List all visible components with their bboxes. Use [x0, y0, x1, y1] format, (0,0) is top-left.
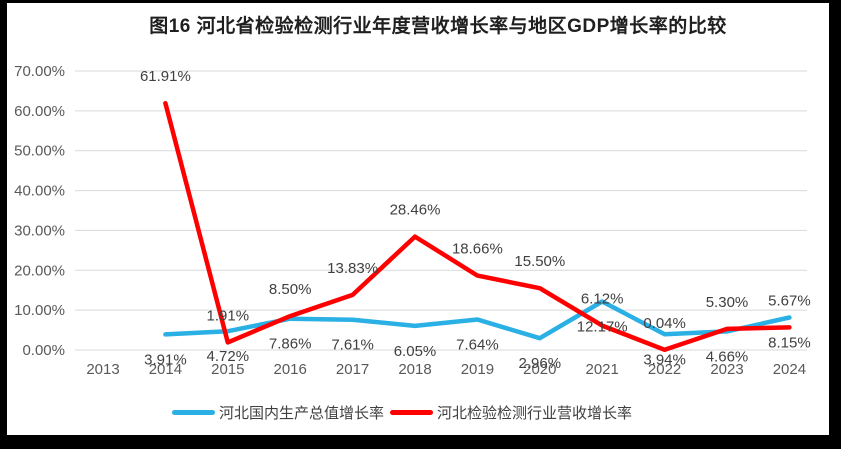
x-axis-tick-label: 2023 [710, 361, 743, 378]
revenue-growth-data-label: 18.66% [452, 241, 503, 258]
x-axis-tick-label: 2018 [398, 361, 431, 378]
revenue-growth-line [163, 100, 792, 353]
y-axis-tick-label: 60.00% [14, 103, 65, 120]
x-axis-tick-label: 2021 [586, 361, 619, 378]
gdp-growth-data-label: 6.05% [394, 343, 437, 360]
chart-legend: 河北国内生产总值增长率 河北检验检测行业营收增长率 [172, 402, 638, 423]
legend-label-gdp-growth: 河北国内生产总值增长率 [219, 405, 385, 422]
x-axis-tick-label: 2014 [149, 361, 182, 378]
revenue-growth-data-label: 6.12% [581, 291, 624, 308]
revenue-growth-data-label: 1.91% [207, 307, 250, 324]
revenue-growth-data-label: 8.50% [269, 281, 312, 298]
revenue-growth-data-label: 28.46% [390, 202, 441, 219]
x-axis-tick-label: 2022 [648, 361, 681, 378]
y-axis-tick-label: 50.00% [14, 143, 65, 160]
revenue-growth-data-label: 0.04% [643, 315, 686, 332]
x-axis-tick-label: 2024 [773, 361, 806, 378]
revenue-growth-data-label: 5.30% [706, 294, 749, 311]
y-axis-tick-label: 70.00% [14, 63, 65, 80]
x-axis-tick-label: 2015 [211, 361, 244, 378]
gdp-growth-data-label: 3.94% [643, 351, 686, 368]
gdp-growth-line [163, 299, 792, 341]
x-axis-tick-label: 2019 [461, 361, 494, 378]
y-axis-tick-label: 40.00% [14, 183, 65, 200]
y-axis-tick-label: 30.00% [14, 222, 65, 239]
gdp-growth-data-label: 12.17% [577, 319, 628, 336]
y-axis-tick-label: 0.00% [22, 342, 65, 359]
legend-item-revenue-growth: 河北检验检测行业营收增长率 [390, 402, 632, 423]
y-axis-tick-label: 10.00% [14, 302, 65, 319]
legend-label-revenue-growth: 河北检验检测行业营收增长率 [437, 405, 633, 422]
revenue-growth-data-label: 61.91% [140, 68, 191, 85]
revenue-growth-data-label: 5.67% [768, 292, 811, 309]
gdp-growth-data-label: 4.72% [207, 348, 250, 365]
gdp-growth-data-label: 7.64% [456, 337, 499, 354]
y-axis-tick-label: 20.00% [14, 262, 65, 279]
gdp-growth-data-label: 7.61% [331, 337, 374, 354]
legend-item-gdp-growth: 河北国内生产总值增长率 [172, 402, 384, 423]
x-axis-tick-label: 2013 [86, 361, 119, 378]
chart-title: 图16 河北省检验检测行业年度营收增长率与地区GDP增长率的比较 [149, 16, 727, 37]
gdp-growth-data-label: 7.86% [269, 336, 312, 353]
revenue-growth-data-label: 13.83% [327, 260, 378, 277]
x-axis-tick-label: 2016 [274, 361, 307, 378]
gdp-growth-data-label: 3.91% [144, 351, 187, 368]
gdp-growth-line-swatch [172, 410, 215, 415]
gdp-growth-data-label: 8.15% [768, 335, 811, 352]
x-axis-tick-label: 2020 [523, 361, 556, 378]
revenue-growth-data-label: 15.50% [514, 253, 565, 270]
revenue-growth-line-swatch [390, 410, 434, 415]
gdp-growth-data-label: 2.96% [519, 355, 562, 372]
gdp-growth-data-label: 4.66% [706, 348, 749, 365]
x-axis-tick-label: 2017 [336, 361, 369, 378]
chart-canvas [7, 3, 829, 435]
